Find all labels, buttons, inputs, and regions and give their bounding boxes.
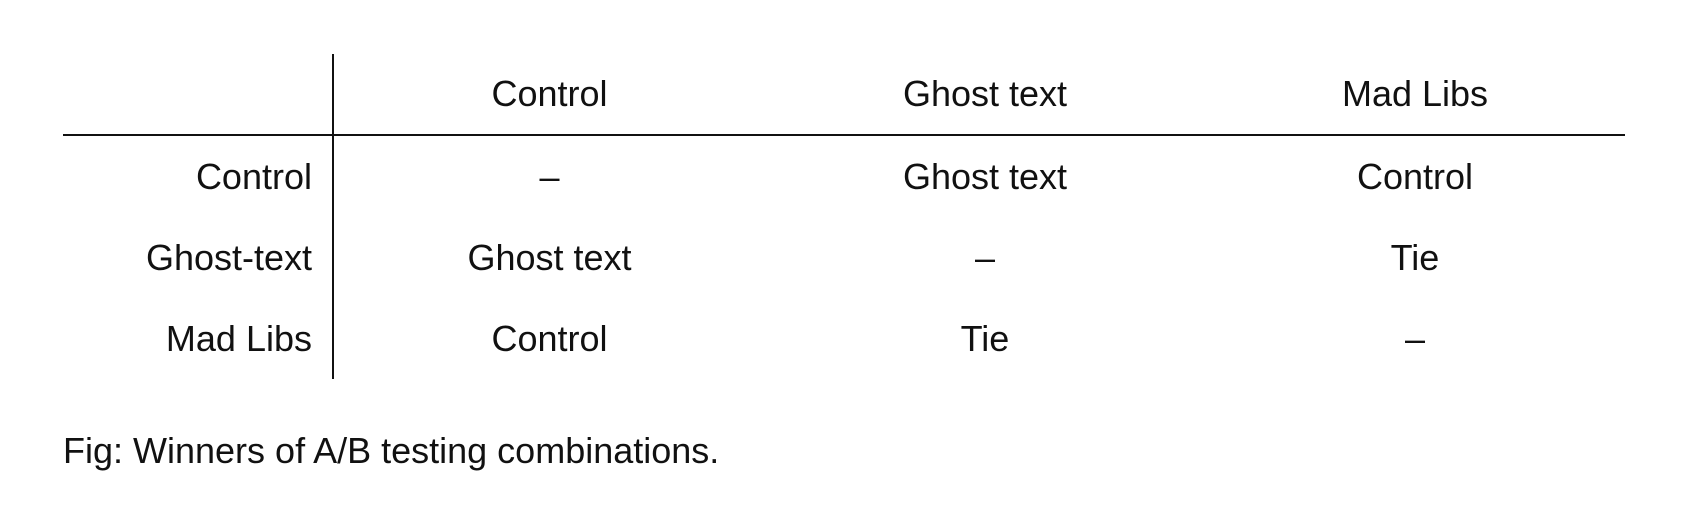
table-cell: Control bbox=[1356, 155, 1474, 197]
table-cell: Tie bbox=[1390, 236, 1440, 278]
table-cell: – bbox=[974, 236, 996, 278]
winners-matrix-table: Control Ghost text Mad Libs Control – Gh… bbox=[63, 54, 1625, 379]
column-header-control: Control bbox=[333, 54, 765, 136]
table-cell: – bbox=[1404, 317, 1426, 359]
corner-cell bbox=[63, 54, 334, 136]
column-header-ghost-text: Ghost text bbox=[765, 54, 1205, 136]
row-header-control: Control bbox=[63, 135, 334, 217]
header-row: Control Ghost text Mad Libs bbox=[63, 54, 1625, 136]
table-cell: – bbox=[539, 155, 560, 197]
row-header-mad-libs: Mad Libs bbox=[63, 298, 334, 379]
table-cell: Control bbox=[491, 317, 608, 359]
table-cell: Ghost text bbox=[467, 236, 632, 278]
table-row-ghost-text: Ghost-text Ghost text – Tie bbox=[63, 217, 1625, 298]
column-header-mad-libs: Mad Libs bbox=[1205, 54, 1625, 136]
row-header-ghost-text: Ghost-text bbox=[63, 217, 334, 298]
table-cell: Tie bbox=[960, 317, 1010, 359]
table-row-control: Control – Ghost text Control bbox=[63, 135, 1625, 217]
table-cell: Ghost text bbox=[902, 155, 1068, 197]
table-row-mad-libs: Mad Libs Control Tie – bbox=[63, 298, 1625, 379]
figure-caption: Fig: Winners of A/B testing combinations… bbox=[63, 430, 720, 471]
